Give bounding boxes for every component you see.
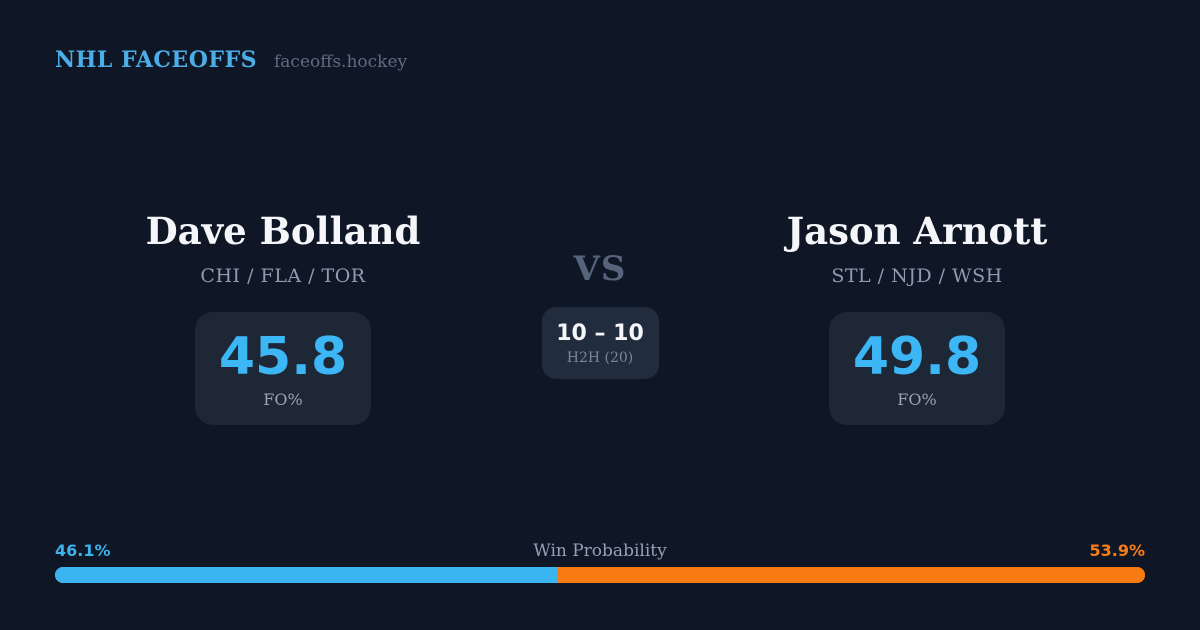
header: NHL FACEOFFS faceoffs.hockey — [55, 47, 407, 73]
win-probability-bar — [55, 567, 1145, 583]
player-left-fo-card: 45.8 FO% — [195, 312, 371, 425]
player-left-column: Dave Bolland CHI / FLA / TOR 45.8 FO% — [83, 208, 483, 425]
win-probability-labels: 46.1% Win Probability 53.9% — [55, 541, 1145, 561]
win-probability-title: Win Probability — [533, 541, 667, 561]
h2h-card: 10 – 10 H2H (20) — [541, 307, 659, 379]
h2h-score: 10 – 10 — [556, 320, 644, 346]
versus-column: VS 10 – 10 H2H (20) — [480, 250, 720, 379]
player-right-name: Jason Arnott — [786, 209, 1048, 253]
h2h-label: H2H (20) — [566, 349, 634, 366]
win-probability-right-pct: 53.9% — [1089, 541, 1145, 560]
player-right-fo-value: 49.8 — [852, 326, 982, 387]
player-left-teams: CHI / FLA / TOR — [200, 265, 366, 287]
player-right-teams: STL / NJD / WSH — [831, 265, 1003, 287]
player-right-fo-label: FO% — [897, 389, 937, 409]
player-right-column: Jason Arnott STL / NJD / WSH 49.8 FO% — [717, 208, 1117, 425]
win-bar-right-fill — [557, 567, 1145, 583]
player-left-fo-label: FO% — [263, 389, 303, 409]
win-bar-left-fill — [55, 567, 558, 583]
player-left-fo-value: 45.8 — [218, 326, 348, 387]
site-url: faceoffs.hockey — [274, 52, 408, 72]
brand-logo: NHL FACEOFFS — [55, 47, 257, 73]
player-left-name: Dave Bolland — [145, 209, 421, 253]
win-probability-left-pct: 46.1% — [55, 541, 111, 560]
vs-label: VS — [573, 249, 627, 289]
player-right-fo-card: 49.8 FO% — [829, 312, 1005, 425]
